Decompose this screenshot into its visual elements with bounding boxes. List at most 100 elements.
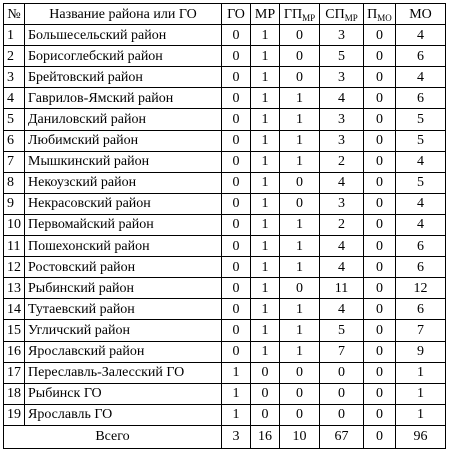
header-p: ПМО <box>363 2 396 26</box>
cell-num: 2 <box>3 45 25 68</box>
cell-go: 0 <box>221 171 251 194</box>
cell-mo: 6 <box>395 87 446 110</box>
table-row: 5 Даниловский район 0 1 1 3 0 5 <box>3 108 446 131</box>
cell-name: Любимский район <box>24 129 222 152</box>
cell-num: 13 <box>3 277 25 300</box>
cell-name: Ростовский район <box>24 256 222 279</box>
cell-go: 0 <box>221 129 251 152</box>
cell-mr: 1 <box>250 256 280 279</box>
cell-num: 14 <box>3 298 25 321</box>
cell-mo: 4 <box>395 213 446 237</box>
cell-mo: 4 <box>395 150 446 173</box>
cell-sp: 3 <box>319 192 364 215</box>
cell-sp: 0 <box>319 382 364 405</box>
cell-gp: 0 <box>279 66 320 89</box>
cell-gp: 1 <box>279 256 320 279</box>
cell-gp: 0 <box>279 277 320 300</box>
cell-num: 18 <box>3 382 25 405</box>
cell-p: 0 <box>363 319 396 342</box>
cell-name: Брейтовский район <box>24 66 222 89</box>
cell-mo: 6 <box>395 256 446 279</box>
cell-mr: 1 <box>250 66 280 89</box>
cell-go: 0 <box>221 192 251 215</box>
cell-gp: 0 <box>279 382 320 405</box>
header-name: Название района или ГО <box>24 2 222 26</box>
cell-go: 0 <box>221 298 251 321</box>
cell-gp: 0 <box>279 403 320 426</box>
cell-p: 0 <box>363 24 396 47</box>
cell-mo: 5 <box>395 171 446 194</box>
header-sp-sub: МР <box>344 12 358 23</box>
table-row: 11 Пошехонский район 0 1 1 4 0 6 <box>3 235 446 258</box>
cell-go: 0 <box>221 87 251 110</box>
cell-mo: 6 <box>395 298 446 321</box>
cell-num: 10 <box>3 213 25 237</box>
cell-name: Угличский район <box>24 319 222 342</box>
cell-mr: 1 <box>250 235 280 258</box>
header-sp-base: СП <box>325 6 345 22</box>
cell-p: 0 <box>363 192 396 215</box>
cell-num: 19 <box>3 403 25 426</box>
table-row: 7 Мышкинский район 0 1 1 2 0 4 <box>3 150 446 173</box>
cell-sp: 2 <box>319 150 364 173</box>
cell-num: 16 <box>3 340 25 363</box>
cell-name: Ярославский район <box>24 340 222 363</box>
cell-sp: 11 <box>319 277 364 300</box>
cell-p: 0 <box>363 87 396 110</box>
cell-mo: 7 <box>395 319 446 342</box>
table-row: 18 Рыбинск ГО 1 0 0 0 0 1 <box>3 382 446 405</box>
cell-num: 5 <box>3 108 25 131</box>
table-row: 3 Брейтовский район 0 1 0 3 0 4 <box>3 66 446 89</box>
cell-p: 0 <box>363 213 396 237</box>
cell-gp: 1 <box>279 213 320 237</box>
cell-mo: 1 <box>395 361 446 384</box>
cell-name: Гаврилов-Ямский район <box>24 87 222 110</box>
cell-sp: 4 <box>319 87 364 110</box>
header-p-sub: МО <box>377 12 392 23</box>
cell-num: 8 <box>3 171 25 194</box>
cell-name: Первомайский район <box>24 213 222 237</box>
cell-num: 7 <box>3 150 25 173</box>
total-row: Всего 3 16 10 67 0 96 <box>3 424 446 449</box>
cell-mr: 1 <box>250 213 280 237</box>
cell-p: 0 <box>363 129 396 152</box>
cell-gp: 1 <box>279 150 320 173</box>
cell-p: 0 <box>363 45 396 68</box>
cell-go: 0 <box>221 235 251 258</box>
table-row: 4 Гаврилов-Ямский район 0 1 1 4 0 6 <box>3 87 446 110</box>
cell-go: 0 <box>221 45 251 68</box>
cell-p: 0 <box>363 108 396 131</box>
table-row: 6 Любимский район 0 1 1 3 0 5 <box>3 129 446 152</box>
cell-go: 0 <box>221 108 251 131</box>
cell-num: 12 <box>3 256 25 279</box>
total-sp: 67 <box>319 424 364 449</box>
cell-mo: 5 <box>395 129 446 152</box>
cell-gp: 1 <box>279 235 320 258</box>
cell-name: Ярославль ГО <box>24 403 222 426</box>
cell-sp: 5 <box>319 319 364 342</box>
header-p-base: П <box>367 6 378 22</box>
cell-go: 0 <box>221 150 251 173</box>
cell-name: Переславль-Залесский ГО <box>24 361 222 384</box>
cell-mr: 0 <box>250 361 280 384</box>
cell-gp: 0 <box>279 192 320 215</box>
cell-go: 1 <box>221 382 251 405</box>
cell-mr: 1 <box>250 171 280 194</box>
cell-p: 0 <box>363 340 396 363</box>
cell-mo: 5 <box>395 108 446 131</box>
cell-mr: 0 <box>250 403 280 426</box>
cell-mr: 1 <box>250 298 280 321</box>
cell-sp: 4 <box>319 171 364 194</box>
cell-go: 1 <box>221 403 251 426</box>
header-gp-base: ГП <box>283 6 303 22</box>
table-row: 19 Ярославль ГО 1 0 0 0 0 1 <box>3 403 446 426</box>
cell-name: Борисоглебский район <box>24 45 222 68</box>
cell-sp: 3 <box>319 66 364 89</box>
table-row: 14 Тутаевский район 0 1 1 4 0 6 <box>3 298 446 321</box>
table-row: 15 Угличский район 0 1 1 5 0 7 <box>3 319 446 342</box>
table-row: 13 Рыбинский район 0 1 0 11 0 12 <box>3 277 446 300</box>
cell-p: 0 <box>363 277 396 300</box>
cell-go: 0 <box>221 319 251 342</box>
header-go: ГО <box>221 2 251 26</box>
cell-num: 4 <box>3 87 25 110</box>
